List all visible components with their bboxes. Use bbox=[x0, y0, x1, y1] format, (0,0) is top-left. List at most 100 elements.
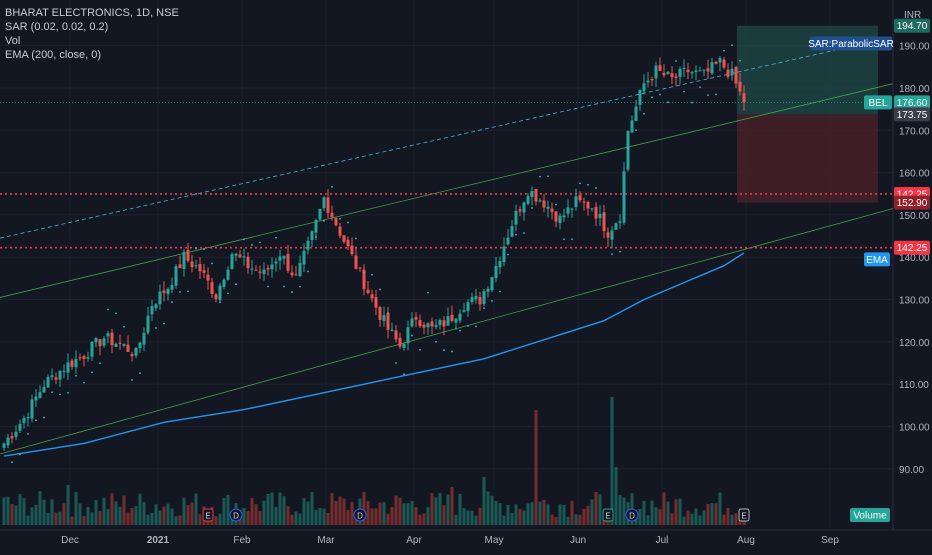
volume-label-bg bbox=[850, 508, 890, 522]
x-tick-label: Apr bbox=[406, 535, 422, 546]
volume-bar bbox=[646, 515, 650, 525]
candle-body bbox=[166, 288, 170, 295]
candle-body bbox=[674, 76, 678, 78]
volume-bar bbox=[306, 501, 310, 525]
volume-bar bbox=[690, 513, 694, 525]
candle-body bbox=[354, 255, 358, 269]
x-tick-label: Aug bbox=[737, 535, 755, 546]
volume-bar bbox=[350, 501, 354, 525]
volume-bar bbox=[74, 492, 78, 525]
volume-bar bbox=[366, 501, 370, 525]
sar-dot bbox=[147, 331, 149, 334]
target-price-label-bg bbox=[894, 18, 930, 33]
volume-bar bbox=[266, 493, 270, 525]
volume-bar bbox=[438, 492, 442, 525]
volume-bar bbox=[230, 516, 234, 525]
volume-bar bbox=[638, 508, 642, 525]
candle-body bbox=[490, 277, 494, 291]
volume-bar bbox=[402, 503, 406, 525]
sar-dot bbox=[139, 372, 141, 374]
volume-bar bbox=[478, 507, 482, 525]
volume-bar bbox=[702, 510, 706, 525]
volume-bar bbox=[246, 510, 250, 525]
volume-bar bbox=[86, 506, 90, 525]
legend-vol[interactable]: Vol bbox=[5, 35, 21, 47]
sar-dot bbox=[419, 348, 421, 351]
sar-dot bbox=[227, 292, 229, 295]
price-axis[interactable]: 90.00 100.00 110.00 120.00 130.00 140.00 150.0… bbox=[899, 42, 930, 476]
sar-dot bbox=[651, 96, 653, 99]
candle-body bbox=[494, 265, 498, 279]
volume-bar bbox=[122, 495, 126, 525]
candle-body bbox=[730, 68, 734, 76]
volume-bar bbox=[310, 491, 314, 525]
candle-body bbox=[274, 261, 278, 264]
candle-body bbox=[286, 254, 290, 271]
candle-body bbox=[642, 83, 646, 92]
sar-dot bbox=[635, 129, 637, 132]
candle-body bbox=[550, 208, 554, 212]
sar-dot bbox=[291, 291, 293, 293]
sar-dot bbox=[739, 59, 741, 62]
legend-ema[interactable]: EMA (200, close, 0) bbox=[5, 49, 101, 61]
volume-bar bbox=[290, 514, 294, 525]
sar-label-bg bbox=[810, 36, 892, 51]
candle-body bbox=[590, 208, 594, 210]
candle-body bbox=[210, 282, 214, 294]
sar-dot bbox=[667, 101, 669, 104]
legend-symbol[interactable]: BHARAT ELECTRONICS, 1D, NSE bbox=[5, 7, 179, 19]
candle-body bbox=[534, 189, 538, 202]
volume-bar bbox=[666, 501, 670, 525]
volume-bar bbox=[506, 504, 510, 525]
candle-body bbox=[434, 324, 438, 327]
sar-dot bbox=[523, 232, 525, 234]
sar-dot bbox=[155, 327, 157, 329]
candle-body bbox=[34, 396, 38, 401]
candle-body bbox=[94, 338, 98, 343]
volume-bar bbox=[98, 510, 102, 525]
sar-dot bbox=[675, 60, 677, 62]
symbol-label-bg bbox=[864, 95, 892, 110]
candle-body bbox=[502, 246, 506, 262]
volume-bar bbox=[130, 508, 134, 525]
earnings-marker bbox=[602, 508, 614, 522]
candle-body bbox=[278, 256, 282, 261]
volume-bar bbox=[518, 508, 522, 525]
candle-body bbox=[462, 310, 466, 312]
sar-dot bbox=[443, 349, 445, 352]
candle-body bbox=[42, 387, 46, 393]
resistance-label: 142.25 bbox=[897, 189, 928, 200]
earnings-marker-label: E bbox=[605, 512, 610, 521]
candle-body bbox=[266, 268, 270, 270]
volume-bar bbox=[186, 505, 190, 525]
candle-body bbox=[178, 264, 182, 269]
sar-dot bbox=[595, 187, 597, 189]
sar-dot bbox=[539, 175, 541, 178]
x-tick-label: Jul bbox=[656, 535, 669, 546]
candle-body bbox=[570, 208, 574, 210]
sar-dot bbox=[235, 283, 237, 286]
candle-body bbox=[566, 207, 570, 214]
candle-body bbox=[638, 89, 642, 105]
legend-sar[interactable]: SAR (0.02, 0.02, 0.2) bbox=[5, 21, 109, 33]
dividend-marker-label: D bbox=[629, 512, 635, 521]
sar-dot bbox=[267, 285, 269, 288]
time-axis[interactable]: Dec 2021 Feb Mar Apr May Jun Jul Aug Sep bbox=[61, 535, 839, 546]
sar-dot bbox=[187, 290, 189, 293]
candle-body bbox=[578, 195, 582, 201]
candle-body bbox=[30, 399, 34, 419]
candle-body bbox=[234, 253, 238, 256]
candle-body bbox=[214, 294, 218, 300]
candle-body bbox=[230, 254, 234, 269]
candle-body bbox=[618, 221, 622, 223]
candle-body bbox=[362, 269, 366, 290]
candle-body bbox=[394, 330, 398, 340]
sar-dot bbox=[115, 312, 117, 315]
candle-body bbox=[226, 269, 230, 280]
candle-body bbox=[650, 79, 654, 81]
sar-dot bbox=[603, 213, 605, 216]
volume-bar bbox=[46, 512, 50, 525]
volume-bar bbox=[318, 507, 322, 525]
